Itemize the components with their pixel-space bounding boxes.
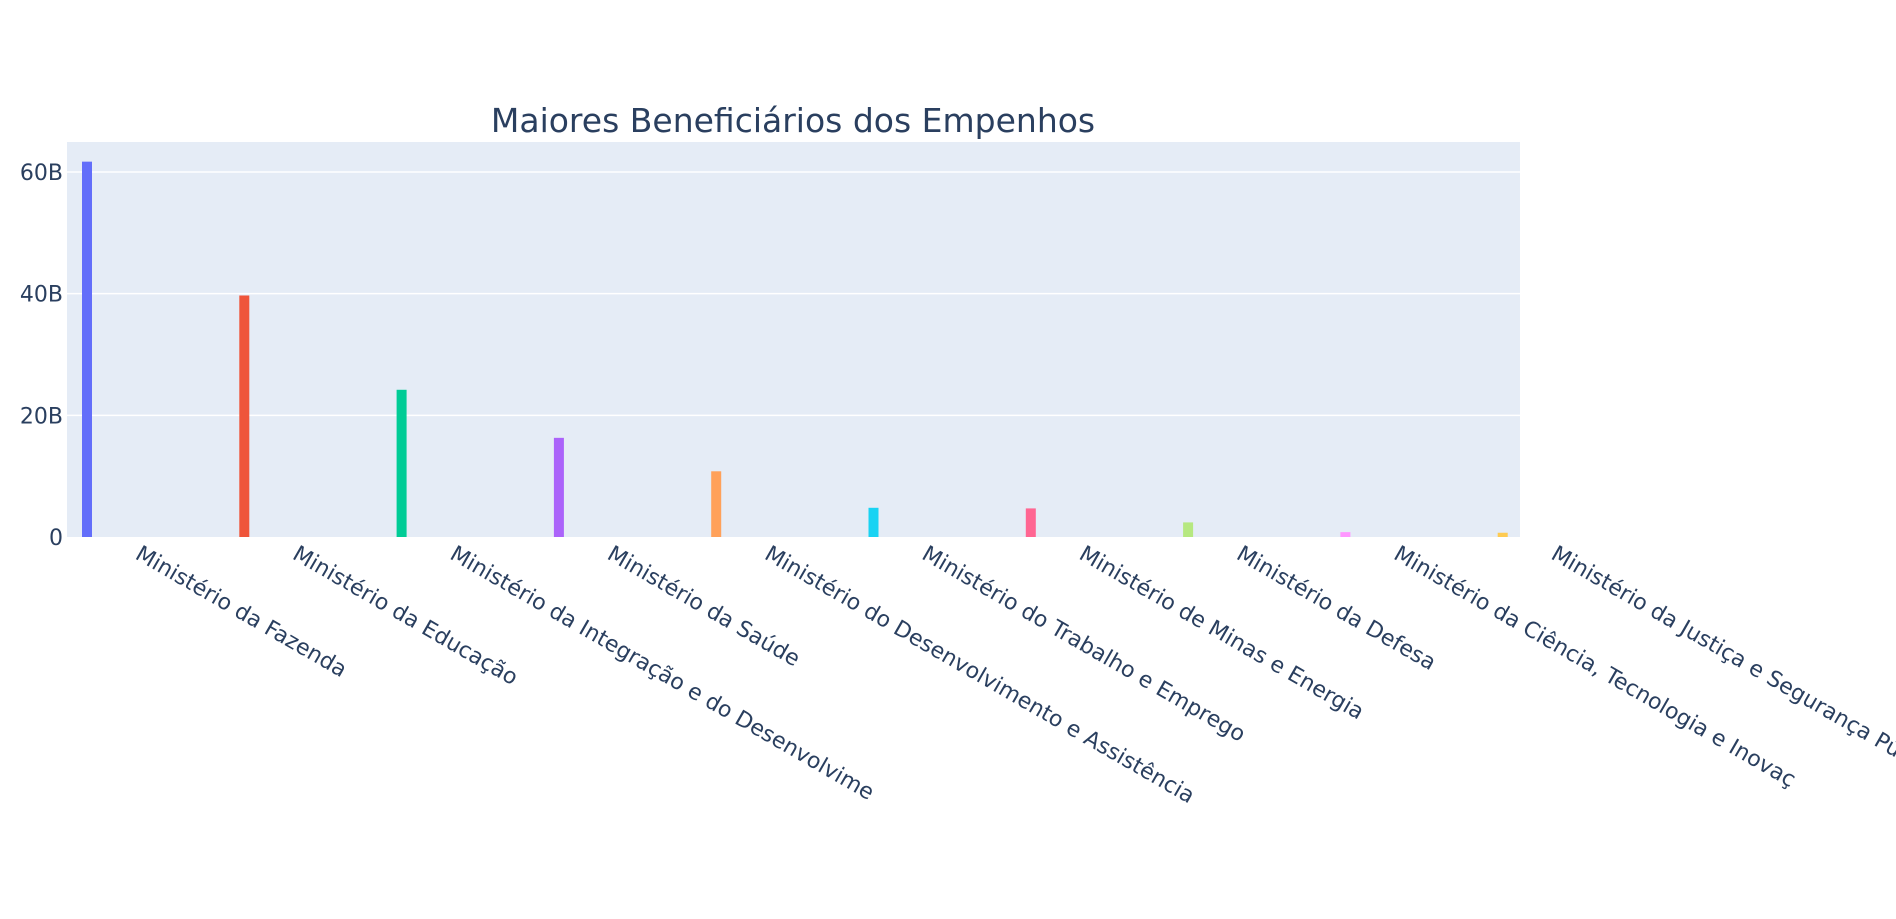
bar[interactable] bbox=[396, 389, 407, 537]
y-axis-ticks: 0 20B 40B 60B bbox=[20, 161, 63, 551]
bar[interactable] bbox=[239, 295, 250, 537]
y-tick-label: 60B bbox=[20, 161, 63, 186]
bar[interactable] bbox=[868, 507, 879, 537]
y-tick-label: 40B bbox=[20, 283, 63, 308]
bar[interactable] bbox=[1183, 522, 1194, 537]
plot-background bbox=[67, 142, 1520, 537]
y-tick-label: 20B bbox=[20, 404, 63, 429]
bar[interactable] bbox=[1340, 532, 1351, 537]
chart-title: Maiores Beneficiários dos Empenhos bbox=[491, 101, 1095, 140]
y-tick-label: 0 bbox=[49, 526, 63, 551]
bars bbox=[82, 161, 1508, 538]
x-tick-label: Ministério do Trabalho e Emprego bbox=[918, 542, 1250, 748]
bar[interactable] bbox=[1025, 508, 1036, 537]
x-tick-label: Ministério de Minas e Energia bbox=[1075, 542, 1368, 726]
gridlines bbox=[67, 171, 1520, 417]
bar[interactable] bbox=[553, 437, 564, 537]
bar[interactable] bbox=[82, 161, 92, 538]
bar[interactable] bbox=[1497, 532, 1508, 537]
bar[interactable] bbox=[711, 471, 722, 537]
